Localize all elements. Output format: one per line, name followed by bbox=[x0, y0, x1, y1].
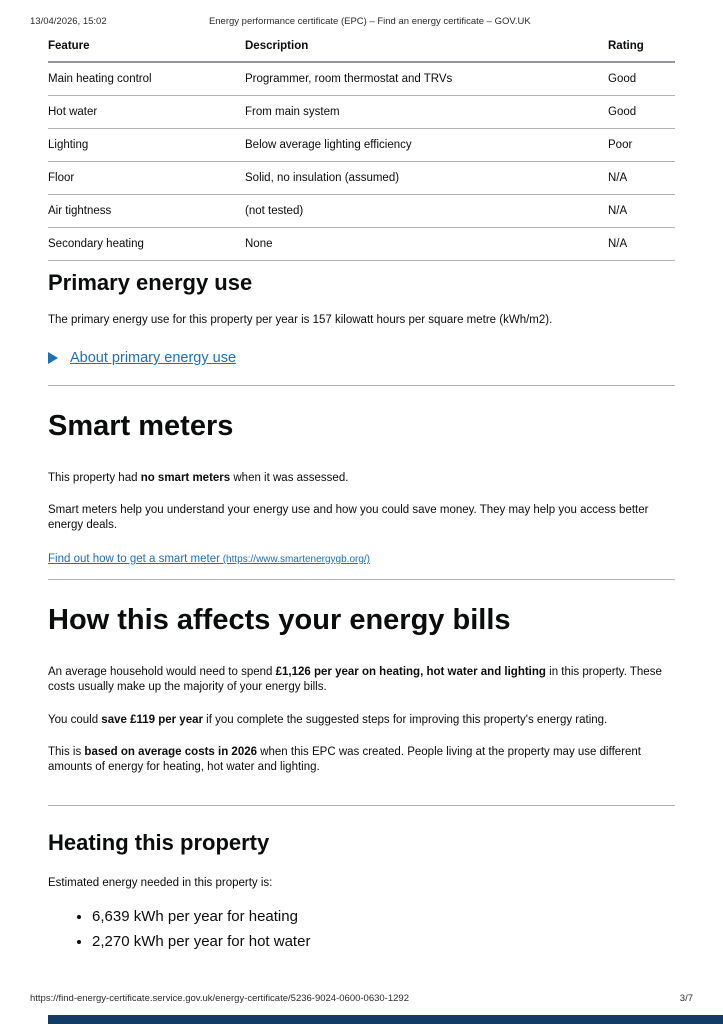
smart-meter-link-row: Find out how to get a smart meter (https… bbox=[48, 549, 675, 567]
col-header-description: Description bbox=[245, 38, 608, 63]
text-segment: This property had bbox=[48, 472, 141, 484]
smart-meters-paragraph-2: Smart meters help you understand your en… bbox=[48, 504, 649, 531]
section-divider bbox=[48, 579, 675, 580]
table-row: Lighting Below average lighting efficien… bbox=[48, 128, 675, 162]
footer-page-indicator: 3/7 bbox=[679, 993, 693, 1004]
footer-url: https://find-energy-certificate.service.… bbox=[30, 993, 409, 1004]
heating-intro: Estimated energy needed in this property… bbox=[48, 877, 273, 889]
energy-bills-paragraph-1: An average household would need to spend… bbox=[48, 665, 675, 695]
cell-rating: Good bbox=[608, 95, 675, 129]
print-page-title: Energy performance certificate (EPC) – F… bbox=[208, 16, 531, 27]
section-divider bbox=[48, 805, 675, 806]
cell-rating: Poor bbox=[608, 128, 675, 162]
table-row: Floor Solid, no insulation (assumed) N/A bbox=[48, 161, 675, 195]
table-header-row: Feature Description Rating bbox=[48, 38, 675, 63]
text-segment: if you complete the suggested steps for … bbox=[202, 714, 608, 726]
table-row: Secondary heating None N/A bbox=[48, 227, 675, 261]
cell-description: None bbox=[245, 227, 608, 261]
cell-description: Programmer, room thermostat and TRVs bbox=[245, 62, 608, 96]
print-header: 13/04/2026, 15:02 Energy performance cer… bbox=[30, 16, 693, 27]
text-segment: in this property. These costs usually ma… bbox=[48, 666, 662, 693]
text-segment-bold: based on average costs in 2026 bbox=[84, 746, 258, 758]
cell-feature: Main heating control bbox=[48, 62, 245, 96]
smart-meters-heading: Smart meters bbox=[48, 410, 234, 442]
print-footer: https://find-energy-certificate.service.… bbox=[30, 993, 693, 1004]
disclosure-triangle-icon bbox=[48, 352, 58, 364]
list-item: 2,270 kWh per year for hot water bbox=[92, 929, 675, 954]
primary-energy-body: The primary energy use for this property… bbox=[48, 314, 553, 326]
page-content: Feature Description Rating Main heating … bbox=[48, 38, 675, 954]
cell-description: Below average lighting efficiency bbox=[245, 128, 608, 162]
text-segment: An average household would need to spend bbox=[48, 666, 276, 678]
link-url-note: (https://www.smartenergygb.org/) bbox=[219, 554, 371, 565]
text-segment-bold: save £119 per year bbox=[101, 714, 203, 726]
about-primary-energy-details[interactable]: About primary energy use bbox=[48, 350, 675, 366]
heating-energy-list: 6,639 kWh per year for heating 2,270 kWh… bbox=[48, 904, 675, 954]
list-item: 6,639 kWh per year for heating bbox=[92, 904, 675, 929]
cell-feature: Hot water bbox=[48, 95, 245, 129]
text-segment: when it was assessed. bbox=[230, 472, 349, 484]
primary-energy-heading: Primary energy use bbox=[48, 270, 253, 295]
cell-rating: Good bbox=[608, 62, 675, 96]
cell-description: Solid, no insulation (assumed) bbox=[245, 161, 608, 195]
get-smart-meter-link[interactable]: Find out how to get a smart meter (https… bbox=[48, 553, 370, 565]
energy-bills-paragraph-3: This is based on average costs in 2026 w… bbox=[48, 745, 675, 775]
cell-description: From main system bbox=[245, 95, 608, 129]
heating-property-heading: Heating this property bbox=[48, 830, 270, 855]
section-divider bbox=[48, 385, 675, 386]
table-row: Main heating control Programmer, room th… bbox=[48, 62, 675, 96]
cell-feature: Floor bbox=[48, 161, 245, 195]
cell-feature: Secondary heating bbox=[48, 227, 245, 261]
cell-rating: N/A bbox=[608, 161, 675, 195]
print-datetime: 13/04/2026, 15:02 bbox=[30, 16, 107, 27]
features-table: Feature Description Rating Main heating … bbox=[48, 38, 675, 261]
text-segment-bold: £1,126 per year on heating, hot water an… bbox=[275, 666, 546, 678]
cell-rating: N/A bbox=[608, 227, 675, 261]
next-page-banner-sliver bbox=[48, 1015, 723, 1024]
cell-rating: N/A bbox=[608, 194, 675, 228]
col-header-rating: Rating bbox=[608, 38, 675, 63]
link-label: Find out how to get a smart meter bbox=[48, 553, 220, 565]
cell-description: (not tested) bbox=[245, 194, 608, 228]
text-segment-bold: no smart meters bbox=[140, 472, 231, 484]
text-segment: This is bbox=[48, 746, 85, 758]
col-header-feature: Feature bbox=[48, 38, 245, 63]
table-row: Air tightness (not tested) N/A bbox=[48, 194, 675, 228]
about-primary-energy-link[interactable]: About primary energy use bbox=[70, 350, 237, 366]
cell-feature: Lighting bbox=[48, 128, 245, 162]
energy-bills-paragraph-2: You could save £119 per year if you comp… bbox=[48, 713, 675, 728]
smart-meters-paragraph-1: This property had no smart meters when i… bbox=[48, 471, 675, 486]
cell-feature: Air tightness bbox=[48, 194, 245, 228]
table-row: Hot water From main system Good bbox=[48, 95, 675, 129]
text-segment: You could bbox=[48, 714, 102, 726]
energy-bills-heading: How this affects your energy bills bbox=[48, 604, 511, 636]
text-segment: when this EPC was created. People living… bbox=[48, 746, 641, 773]
